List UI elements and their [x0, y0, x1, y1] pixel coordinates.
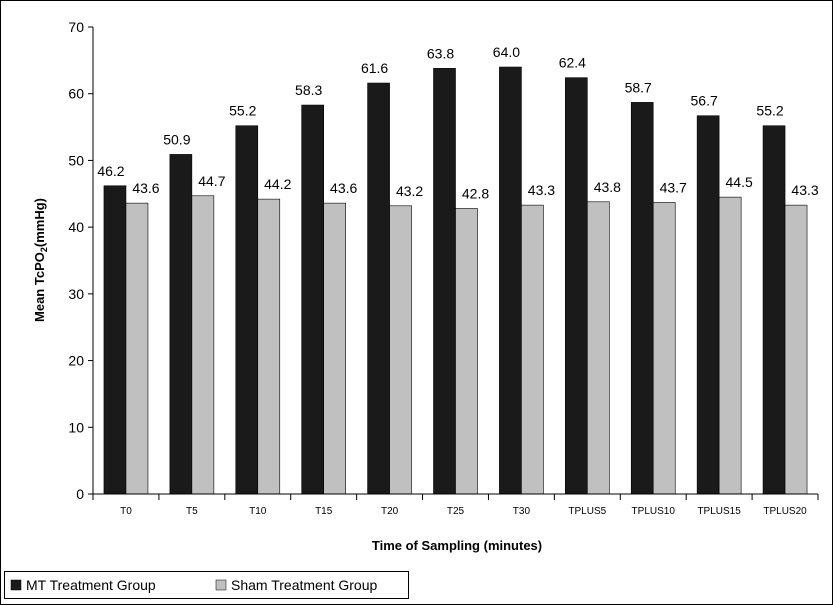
legend-swatch-sham-treatment — [215, 579, 227, 591]
x-tick-label: TPLUS5 — [568, 506, 606, 517]
bar-sham-treatment — [718, 196, 742, 495]
x-tick-label: TPLUS15 — [697, 506, 741, 517]
bar-mt-treatment — [103, 185, 127, 495]
y-tick-label: 30 — [68, 286, 84, 302]
y-tick-label: 70 — [68, 19, 84, 35]
data-label-mt-treatment: 61.6 — [361, 60, 388, 76]
data-label-mt-treatment: 55.2 — [756, 103, 783, 119]
x-tick-label: T25 — [447, 506, 465, 517]
x-tick-label: T10 — [249, 506, 267, 517]
bar-sham-treatment — [784, 204, 808, 495]
data-label-mt-treatment: 46.2 — [97, 163, 124, 179]
legend-label-sham-treatment: Sham Treatment Group — [231, 577, 378, 593]
y-tick-label: 60 — [68, 86, 84, 102]
x-axis-title: Time of Sampling (minutes) — [372, 538, 542, 553]
x-tick-label: TPLUS20 — [763, 506, 807, 517]
data-label-mt-treatment: 58.7 — [625, 79, 652, 95]
bar-sham-treatment — [257, 198, 281, 495]
bar-sham-treatment — [389, 205, 412, 495]
y-tick-label: 10 — [68, 419, 84, 435]
y-tick-label: 20 — [68, 353, 84, 369]
data-label-sham-treatment: 42.8 — [462, 185, 489, 201]
y-axis: 0 10 20 30 40 50 60 70 — [68, 19, 94, 502]
bar-mt-treatment — [630, 102, 654, 495]
data-label-sham-treatment: 43.3 — [791, 182, 818, 198]
data-label-mt-treatment: 56.7 — [691, 93, 718, 109]
bar-mt-treatment — [565, 77, 588, 495]
x-tick-label: TPLUS10 — [632, 506, 676, 517]
y-axis-title-unit: (mmHg) — [32, 198, 47, 247]
bar-sham-treatment — [191, 195, 215, 495]
bar-sham-treatment — [323, 202, 346, 495]
y-axis-title-subscript: 2 — [39, 247, 49, 252]
data-label-mt-treatment: 58.3 — [295, 82, 322, 98]
data-label-mt-treatment: 50.9 — [163, 131, 190, 147]
data-label-mt-treatment: 63.8 — [427, 45, 454, 61]
bars — [103, 66, 808, 495]
y-tick-label: 0 — [76, 486, 84, 502]
x-tick-label: T30 — [513, 506, 531, 517]
data-label-sham-treatment: 44.5 — [726, 174, 753, 190]
y-axis-title-main: Mean TcPO — [32, 252, 47, 322]
x-tick-label: T15 — [315, 506, 333, 517]
x-tick-label: T0 — [120, 506, 132, 517]
data-label-sham-treatment: 43.3 — [528, 182, 555, 198]
x-axis: T0 T5 T10 T15 T20 T25 T30 TPLUS5 TPLUS10 TPLUS15 T… — [92, 493, 819, 517]
bar-sham-treatment — [455, 208, 478, 495]
data-label-mt-treatment: 55.2 — [229, 103, 256, 119]
legend-box — [4, 571, 409, 599]
bar-mt-treatment — [169, 154, 193, 495]
data-label-sham-treatment: 43.2 — [396, 183, 423, 199]
y-tick-label: 40 — [68, 219, 84, 235]
bar-mt-treatment — [301, 104, 324, 495]
legend-label-mt-treatment: MT Treatment Group — [26, 577, 156, 593]
y-tick-label: 50 — [68, 152, 84, 168]
y-axis-title: Mean TcPO2(mmHg) — [32, 198, 49, 322]
data-label-sham-treatment: 44.2 — [264, 176, 291, 192]
data-label-mt-treatment: 62.4 — [559, 55, 586, 71]
bar-mt-treatment — [433, 68, 456, 495]
data-label-sham-treatment: 43.6 — [132, 180, 159, 196]
bar-sham-treatment — [125, 202, 149, 495]
bar-mt-treatment — [367, 82, 390, 495]
bar-sham-treatment — [521, 204, 544, 495]
bar-mt-treatment — [235, 125, 259, 495]
data-label-mt-treatment: 64.0 — [493, 44, 520, 60]
data-label-sham-treatment: 43.7 — [660, 179, 687, 195]
bar-mt-treatment — [762, 125, 786, 495]
bar-sham-treatment — [587, 201, 610, 495]
legend-swatch-mt-treatment — [10, 579, 22, 591]
bar-mt-treatment — [696, 115, 720, 495]
data-labels: 46.2 50.9 55.2 58.3 61.6 63.8 64.0 62.4 58.7 56.7… — [97, 44, 819, 201]
bar-sham-treatment — [652, 202, 676, 495]
x-tick-label: T5 — [186, 506, 198, 517]
legend: MT Treatment Group Sham Treatment Group — [4, 571, 409, 599]
x-tick-label: T20 — [381, 506, 399, 517]
data-label-sham-treatment: 44.7 — [198, 173, 225, 189]
data-label-sham-treatment: 43.8 — [594, 179, 621, 195]
bar-mt-treatment — [499, 66, 522, 495]
data-label-sham-treatment: 43.6 — [330, 180, 357, 196]
